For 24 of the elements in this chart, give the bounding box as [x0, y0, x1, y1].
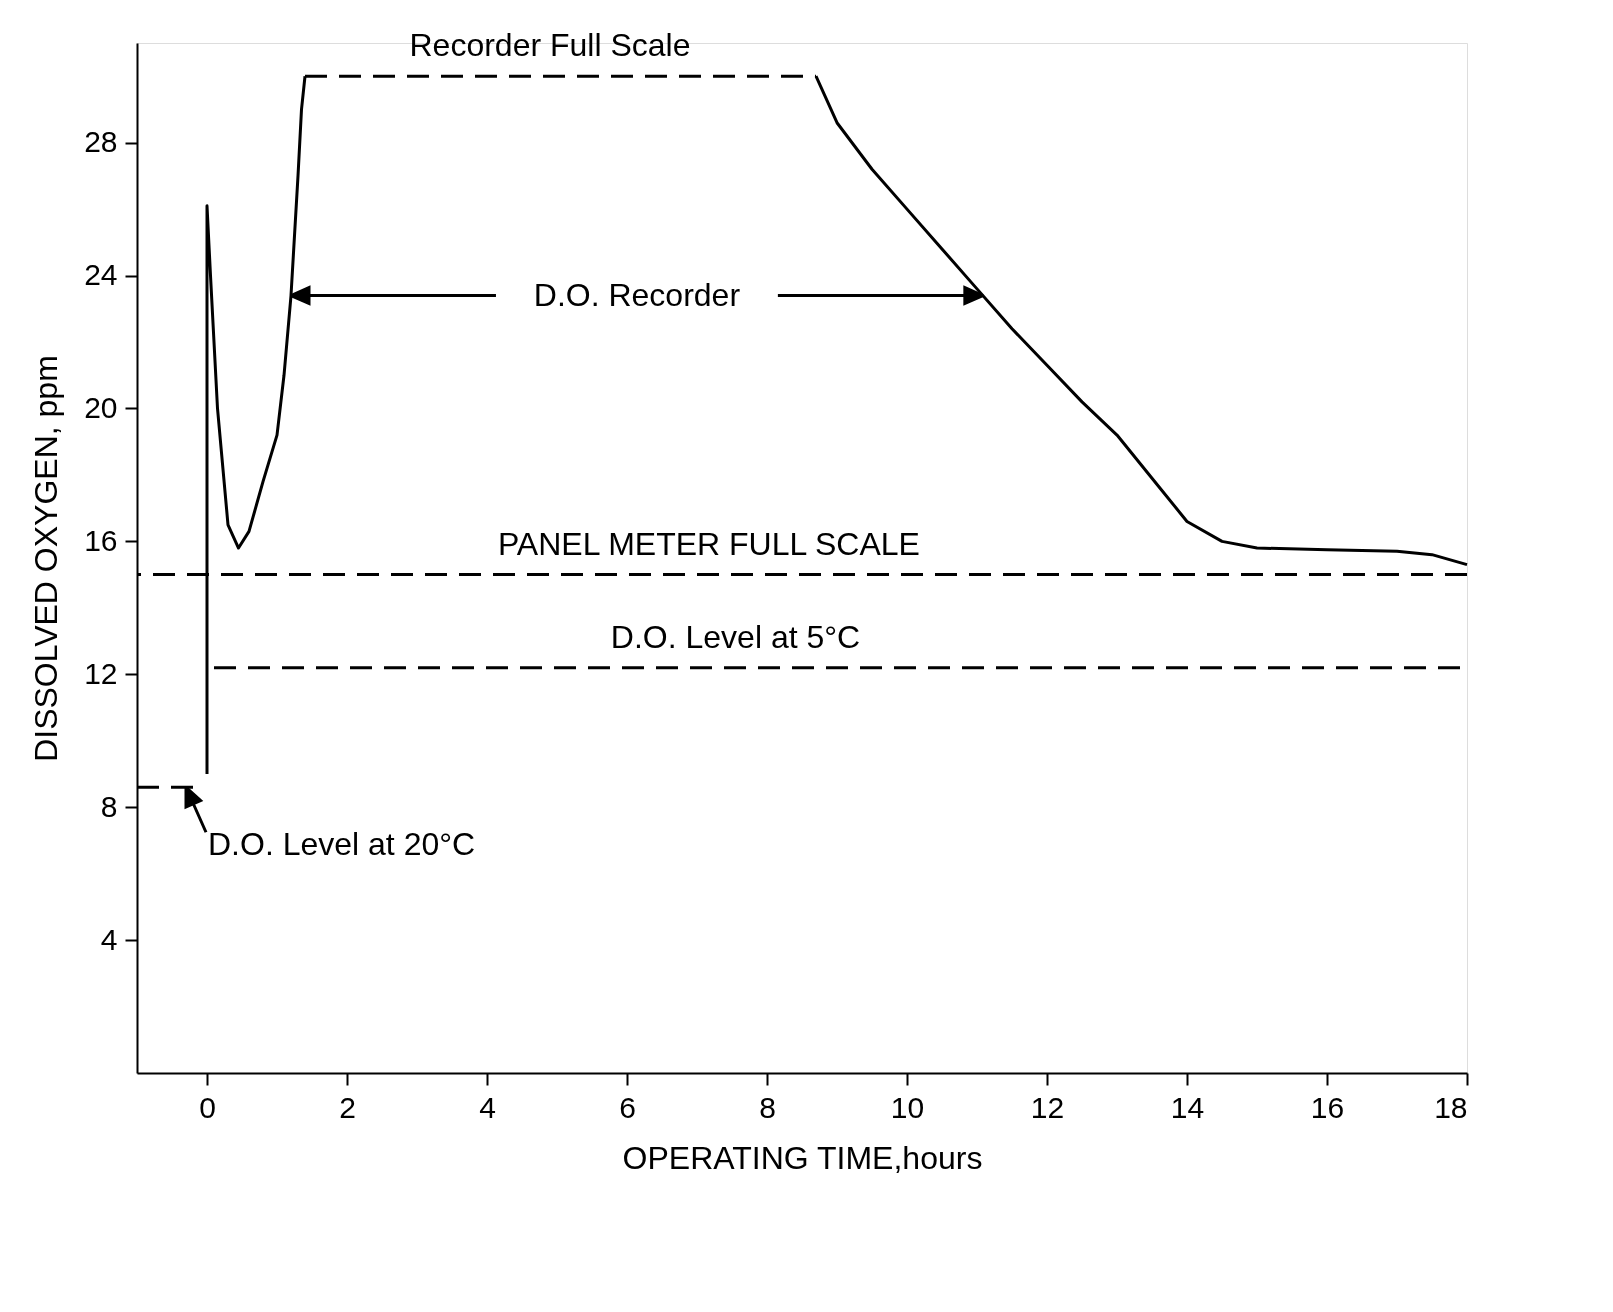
y-tick-label: 20 — [84, 390, 118, 424]
y-tick-label: 16 — [84, 523, 118, 557]
y-tick-label: 28 — [84, 125, 118, 159]
annotation: D.O. Level at 20°C — [208, 826, 476, 863]
x-tick-label: 2 — [339, 1090, 356, 1124]
y-tick-label: 8 — [100, 789, 118, 823]
y-tick-label: 4 — [100, 922, 118, 956]
annotation: Recorder Full Scale — [409, 27, 691, 64]
x-tick-label: 6 — [619, 1090, 636, 1124]
x-tick-label: 10 — [890, 1090, 925, 1124]
x-tick-label: 12 — [1030, 1090, 1065, 1124]
x-tick-label: 8 — [759, 1090, 776, 1124]
y-tick-label: 24 — [84, 258, 118, 292]
annotation: D.O. Recorder — [533, 276, 741, 313]
x-tick-label: 16 — [1310, 1090, 1345, 1124]
x-tick-label: 0 — [199, 1090, 216, 1124]
y-axis-title: DISSOLVED OXYGEN, ppm — [28, 355, 65, 762]
x-tick-label: 4 — [479, 1090, 496, 1124]
annotation: D.O. Level at 5°C — [610, 618, 861, 655]
ref-line-label: PANEL METER FULL SCALE — [497, 525, 920, 562]
y-tick-label: 12 — [84, 656, 118, 690]
x-tick-label: 18 — [1434, 1090, 1468, 1124]
x-axis-title: OPERATING TIME,hours — [622, 1139, 983, 1176]
x-tick-label: 14 — [1170, 1090, 1205, 1124]
